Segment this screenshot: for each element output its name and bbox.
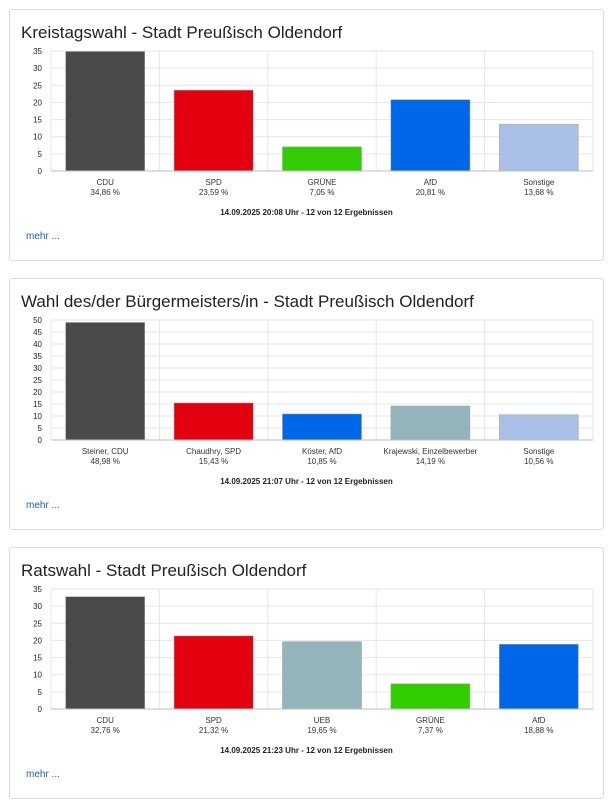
more-link[interactable]: mehr ...: [26, 500, 60, 511]
data-label: 23,59 %: [199, 188, 228, 197]
data-label: 14,19 %: [416, 457, 445, 466]
y-tick-label: 0: [38, 436, 43, 445]
y-tick-label: 50: [33, 316, 42, 325]
data-label: 15,43 %: [199, 457, 228, 466]
y-tick-label: 15: [33, 400, 42, 409]
y-tick-label: 25: [33, 619, 42, 628]
y-tick-label: 30: [33, 602, 42, 611]
y-tick-label: 35: [33, 47, 42, 56]
bar[interactable]: [173, 635, 254, 710]
bar[interactable]: [65, 51, 146, 172]
bar[interactable]: [173, 402, 254, 441]
x-tick-label: Sonstige: [523, 178, 555, 187]
data-label: 13,68 %: [524, 188, 553, 197]
y-tick-label: 30: [33, 64, 42, 73]
bar[interactable]: [282, 146, 362, 172]
bar[interactable]: [65, 322, 146, 441]
x-tick-label: SPD: [205, 716, 222, 725]
y-tick-label: 20: [33, 388, 42, 397]
election-card-kreistag: Kreistagswahl - Stadt Preußisch Oldendor…: [9, 9, 604, 261]
y-tick-label: 15: [33, 654, 42, 663]
y-tick-label: 20: [33, 98, 42, 107]
result-timestamp: 14.09.2025 20:08 Uhr - 12 von 12 Ergebni…: [220, 208, 393, 217]
data-label: 7,05 %: [310, 188, 335, 197]
y-tick-label: 35: [33, 585, 42, 594]
data-label: 48,98 %: [91, 457, 120, 466]
y-tick-label: 25: [33, 81, 42, 90]
x-tick-label: Chaudhry, SPD: [186, 447, 241, 456]
y-tick-label: 5: [38, 424, 43, 433]
y-tick-label: 0: [38, 167, 43, 176]
x-tick-label: Köster, AfD: [302, 447, 342, 456]
x-tick-label: GRÜNE: [308, 178, 337, 187]
data-label: 10,85 %: [307, 457, 336, 466]
data-label: 21,32 %: [199, 726, 228, 735]
bar[interactable]: [390, 405, 471, 441]
y-tick-label: 10: [33, 133, 42, 142]
y-tick-label: 20: [33, 636, 42, 645]
chart-title: Kreistagswahl - Stadt Preußisch Oldendor…: [21, 23, 343, 42]
x-tick-label: UEB: [314, 716, 330, 725]
result-timestamp: 14.09.2025 21:07 Uhr - 12 von 12 Ergebni…: [220, 477, 393, 486]
bar[interactable]: [282, 413, 362, 441]
y-tick-label: 40: [33, 340, 42, 349]
data-label: 20,81 %: [416, 188, 445, 197]
x-tick-label: AfD: [532, 716, 546, 725]
bar[interactable]: [390, 683, 471, 710]
y-tick-label: 5: [38, 688, 43, 697]
x-tick-label: AfD: [424, 178, 438, 187]
x-tick-label: CDU: [97, 178, 115, 187]
x-tick-label: Sonstige: [523, 447, 555, 456]
more-link[interactable]: mehr ...: [26, 231, 60, 242]
chart-title: Ratswahl - Stadt Preußisch Oldendorf: [21, 561, 307, 580]
x-tick-label: CDU: [97, 716, 115, 725]
y-tick-label: 5: [38, 150, 43, 159]
bar[interactable]: [390, 99, 471, 172]
bar[interactable]: [65, 596, 146, 710]
data-label: 34,86 %: [91, 188, 120, 197]
x-tick-label: GRÜNE: [416, 716, 445, 725]
x-tick-label: Krajewski, Einzelbewerber: [383, 447, 477, 456]
bar[interactable]: [173, 89, 254, 172]
y-tick-label: 0: [38, 705, 43, 714]
y-tick-label: 10: [33, 412, 42, 421]
result-timestamp: 14.09.2025 21:23 Uhr - 12 von 12 Ergebni…: [220, 746, 393, 755]
data-label: 10,56 %: [524, 457, 553, 466]
y-tick-label: 45: [33, 328, 42, 337]
data-label: 18,88 %: [524, 726, 553, 735]
election-card-buergermeister: Wahl des/der Bürgermeisters/in - Stadt P…: [9, 278, 604, 530]
data-label: 19,65 %: [307, 726, 336, 735]
x-tick-label: Steiner, CDU: [82, 447, 129, 456]
data-label: 32,76 %: [91, 726, 120, 735]
bar[interactable]: [282, 641, 362, 710]
y-tick-label: 35: [33, 352, 42, 361]
x-tick-label: SPD: [205, 178, 222, 187]
bar[interactable]: [498, 644, 579, 710]
election-card-ratswahl: Ratswahl - Stadt Preußisch Oldendorf 0 5 1…: [9, 547, 604, 799]
bar[interactable]: [498, 123, 579, 172]
more-link[interactable]: mehr ...: [26, 769, 60, 780]
bar[interactable]: [498, 414, 579, 441]
chart-title: Wahl des/der Bürgermeisters/in - Stadt P…: [21, 292, 474, 311]
y-tick-label: 30: [33, 364, 42, 373]
data-label: 7,37 %: [418, 726, 443, 735]
y-tick-label: 10: [33, 671, 42, 680]
y-tick-label: 25: [33, 376, 42, 385]
y-tick-label: 15: [33, 116, 42, 125]
